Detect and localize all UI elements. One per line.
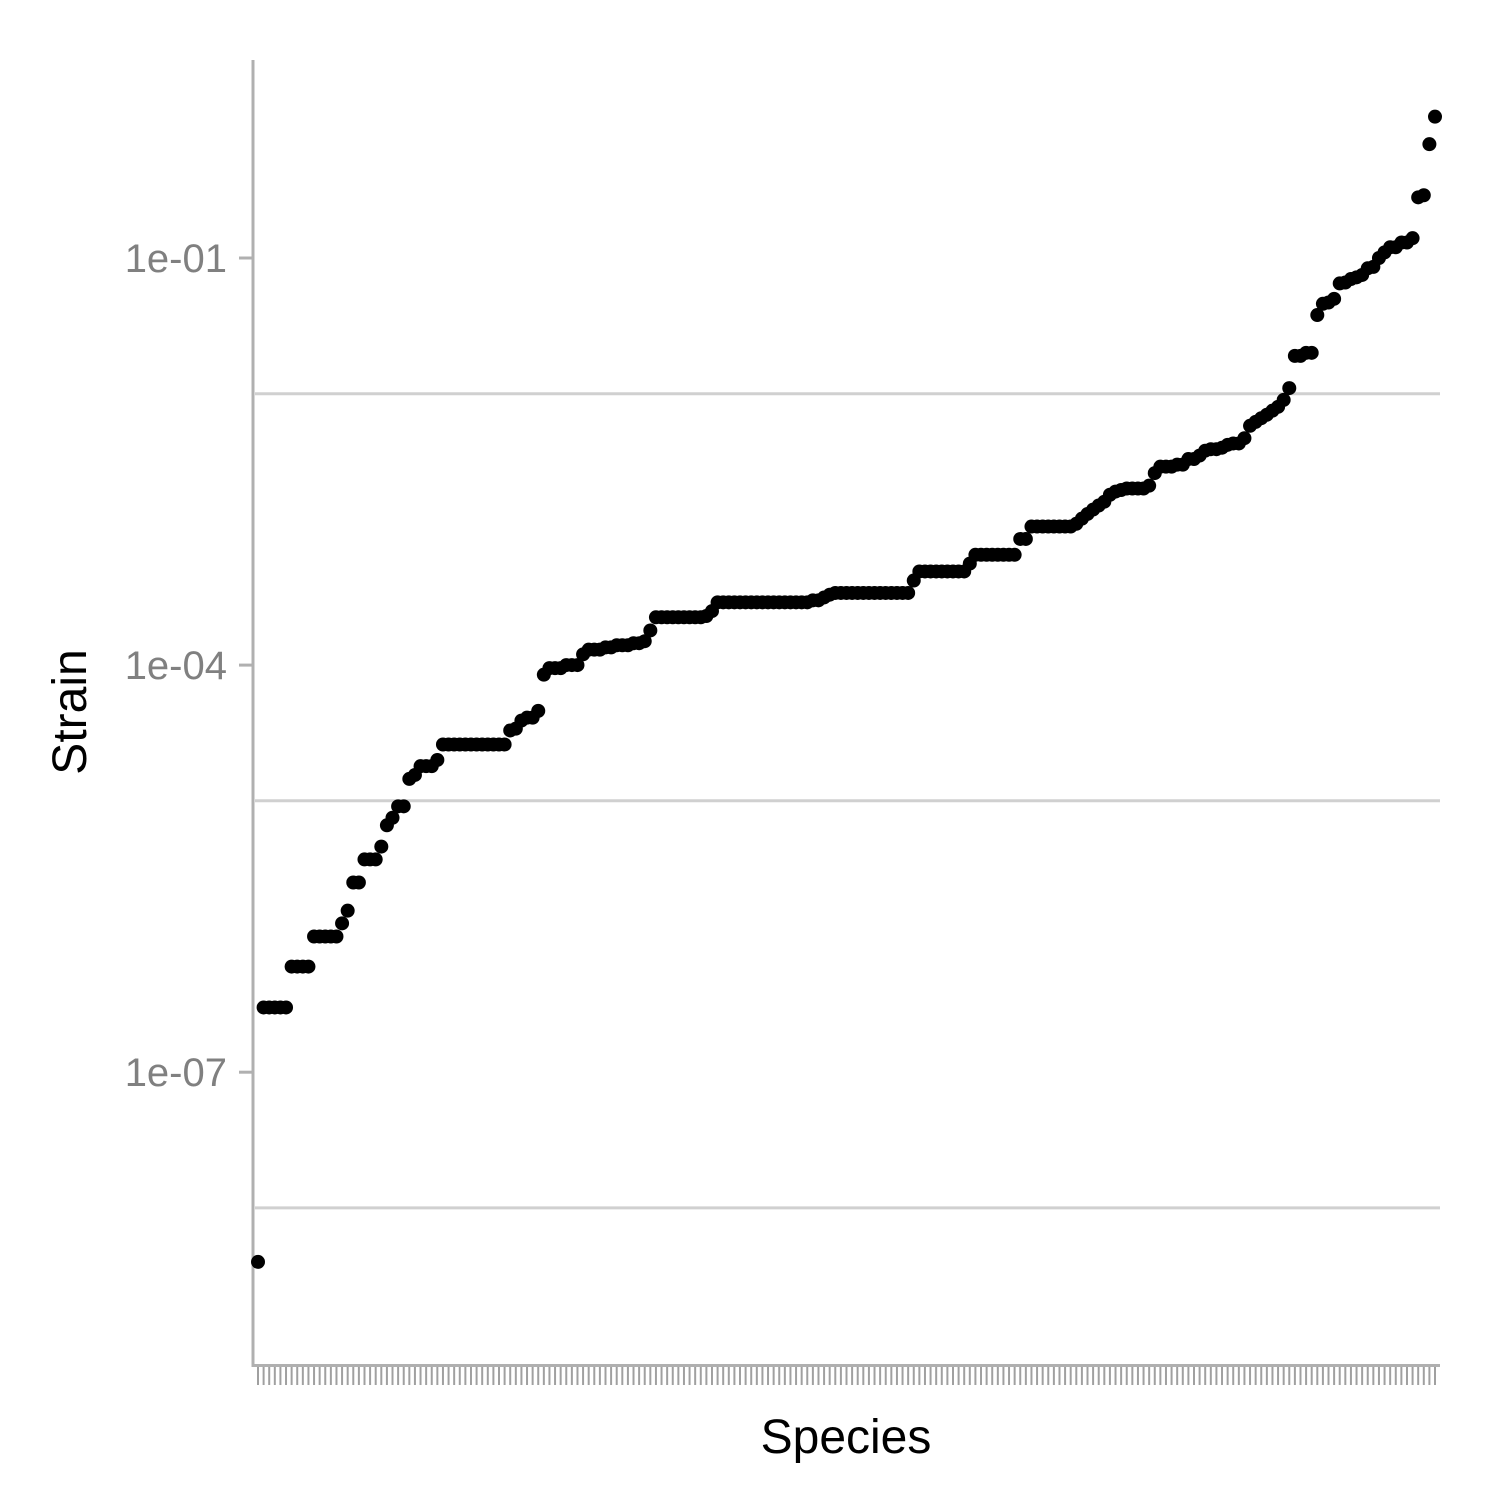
x-axis <box>253 1364 1440 1385</box>
x-axis-title: Species <box>761 1411 932 1464</box>
data-point <box>1142 478 1157 493</box>
y-tick-label: 1e-07 <box>125 1051 227 1095</box>
y-tick-label: 1e-01 <box>125 237 227 281</box>
data-point <box>335 916 350 931</box>
data-point <box>1327 291 1342 306</box>
data-point <box>340 903 355 918</box>
data-point <box>251 1254 265 1269</box>
data-point <box>1237 431 1252 446</box>
data-point <box>1405 231 1420 246</box>
data-point <box>329 929 344 944</box>
data-point <box>385 810 400 825</box>
data-point <box>396 799 411 814</box>
data-point <box>531 703 546 718</box>
data-point <box>1304 345 1319 360</box>
data-point <box>430 752 445 767</box>
data-point <box>1310 308 1325 323</box>
gridlines <box>255 392 1440 1210</box>
data-point <box>368 852 383 867</box>
data-point <box>279 1000 294 1015</box>
data-point <box>901 585 916 600</box>
y-axis-title: Strain <box>44 649 97 774</box>
data-point <box>351 875 366 890</box>
y-tick-label: 1e-04 <box>125 644 227 688</box>
data-point <box>1018 531 1033 546</box>
data-point <box>1416 188 1431 203</box>
data-point <box>1276 392 1291 407</box>
data-points <box>251 109 1442 1269</box>
data-point <box>637 634 652 649</box>
data-point <box>1282 381 1297 396</box>
y-axis: 1e-07 1e-04 1e-01 <box>125 60 255 1367</box>
data-point <box>497 737 512 752</box>
data-point <box>1428 109 1442 124</box>
data-point <box>301 959 316 974</box>
data-point <box>1422 137 1437 152</box>
data-point <box>374 839 389 854</box>
data-point <box>643 623 658 638</box>
data-point <box>570 658 585 673</box>
data-point <box>1007 547 1022 562</box>
